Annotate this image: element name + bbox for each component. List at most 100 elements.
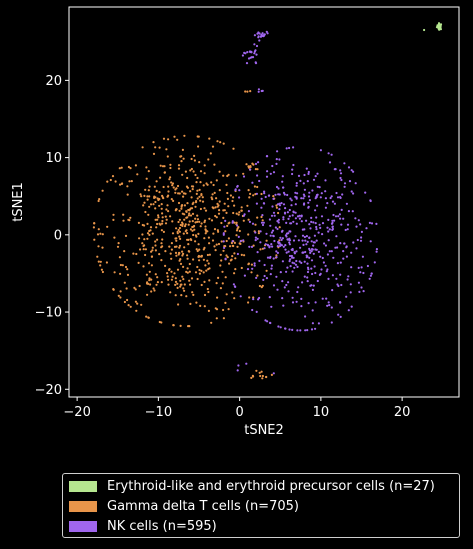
data-point (166, 155, 169, 158)
data-point (119, 263, 122, 267)
data-point (261, 214, 264, 217)
data-point (351, 210, 354, 213)
data-point (328, 304, 331, 307)
data-point (282, 216, 285, 219)
data-point (247, 233, 250, 236)
data-point (113, 271, 116, 274)
data-point (350, 190, 353, 193)
data-point (282, 203, 286, 206)
data-point (144, 248, 147, 251)
data-point (220, 221, 223, 225)
data-point (238, 196, 241, 199)
data-point (346, 228, 349, 231)
data-point (320, 268, 323, 271)
data-point (194, 271, 198, 274)
data-point (148, 277, 151, 280)
data-point (296, 290, 299, 294)
data-point (112, 288, 115, 291)
data-point (154, 196, 157, 199)
data-point (333, 219, 336, 222)
data-point (339, 217, 342, 220)
data-point (278, 193, 281, 196)
data-point (156, 197, 159, 200)
data-point (282, 186, 285, 189)
data-point (291, 296, 294, 299)
data-point (182, 195, 185, 198)
data-point (196, 249, 199, 253)
data-point (330, 321, 333, 324)
data-point (122, 213, 125, 216)
data-point (255, 192, 258, 195)
data-point (234, 257, 237, 260)
data-point (315, 216, 318, 219)
data-point (295, 184, 298, 187)
data-point (243, 213, 246, 216)
data-point (280, 238, 283, 241)
data-point (208, 242, 211, 245)
data-point (149, 203, 153, 206)
data-point (134, 164, 137, 167)
data-point (193, 228, 196, 231)
data-point (291, 247, 294, 251)
data-point (191, 220, 194, 223)
data-point (313, 241, 316, 244)
data-point (278, 226, 281, 229)
data-point (128, 180, 131, 183)
data-point (339, 242, 342, 245)
data-point (199, 170, 203, 173)
data-point (232, 211, 235, 215)
data-point (355, 247, 358, 250)
data-point (196, 197, 199, 200)
data-point (177, 228, 180, 232)
data-point (207, 158, 210, 161)
data-point (307, 195, 311, 198)
data-point (185, 216, 188, 219)
data-point (270, 373, 273, 376)
data-point (276, 245, 279, 248)
data-point (347, 166, 351, 169)
data-point (361, 255, 364, 258)
data-point (294, 263, 298, 266)
data-point (181, 224, 184, 227)
legend-label-gamma-delta: Gamma delta T cells (n=705) (107, 498, 299, 514)
data-point (339, 315, 342, 318)
data-point (290, 222, 293, 225)
data-point (310, 216, 313, 219)
data-point (324, 190, 327, 193)
data-point (222, 232, 225, 235)
data-point (158, 204, 161, 207)
data-point (263, 263, 266, 267)
data-point (248, 220, 251, 223)
data-point (260, 370, 263, 373)
data-point (304, 239, 307, 242)
data-point (161, 238, 164, 241)
data-point (148, 205, 151, 208)
data-point (164, 264, 167, 267)
data-point (207, 262, 210, 265)
data-point (303, 275, 306, 278)
data-point (287, 217, 290, 220)
legend-item-nk: NK cells (n=595) (69, 516, 453, 536)
data-point (276, 227, 279, 231)
data-point (295, 222, 298, 225)
data-point (264, 195, 267, 199)
data-point (188, 325, 191, 328)
data-point (189, 214, 193, 217)
data-point (174, 283, 177, 286)
data-point (189, 283, 192, 286)
data-point (207, 309, 210, 312)
data-point (182, 278, 185, 281)
data-point (170, 278, 173, 281)
data-point (296, 329, 299, 332)
data-point (170, 242, 173, 245)
data-point (301, 239, 304, 242)
data-point (346, 223, 350, 226)
data-point (204, 225, 207, 228)
data-point (152, 203, 155, 206)
data-point (247, 218, 250, 221)
data-point (225, 254, 228, 257)
data-point (141, 242, 144, 245)
data-point (146, 281, 149, 284)
data-point (146, 293, 149, 296)
data-point (310, 248, 314, 251)
